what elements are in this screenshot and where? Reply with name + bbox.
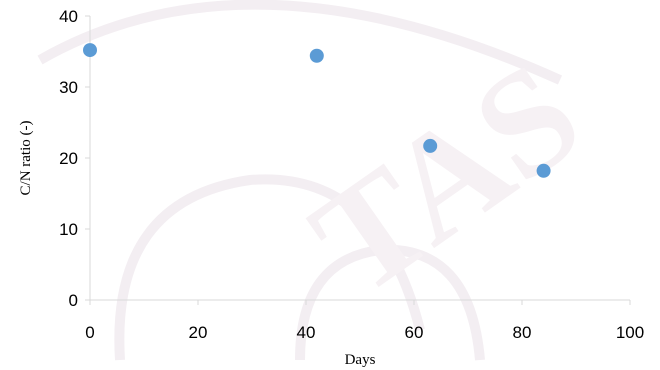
x-tick-label: 0	[85, 323, 94, 342]
x-tick-label: 40	[297, 323, 316, 342]
data-point	[536, 163, 551, 178]
data-point	[309, 48, 324, 63]
y-axis-title: C/N ratio (-)	[18, 121, 34, 196]
x-tick-label: 100	[616, 323, 644, 342]
x-tick-label: 20	[189, 323, 208, 342]
x-axis-ticks: 0 20 40 60 80 100	[85, 300, 644, 342]
data-point	[83, 43, 97, 58]
x-tick-label: 80	[513, 323, 532, 342]
y-tick-label: 10	[59, 220, 78, 239]
y-tick-label: 20	[59, 149, 78, 168]
data-points	[83, 43, 551, 178]
watermark-background: TAS	[37, 0, 609, 361]
y-tick-label: 40	[59, 7, 78, 26]
x-tick-label: 60	[405, 323, 424, 342]
data-point	[423, 138, 438, 153]
y-tick-label: 0	[69, 291, 78, 310]
y-tick-label: 30	[59, 78, 78, 97]
x-axis-title: Days	[345, 352, 376, 368]
y-axis-ticks: 0 10 20 30 40	[59, 7, 90, 310]
